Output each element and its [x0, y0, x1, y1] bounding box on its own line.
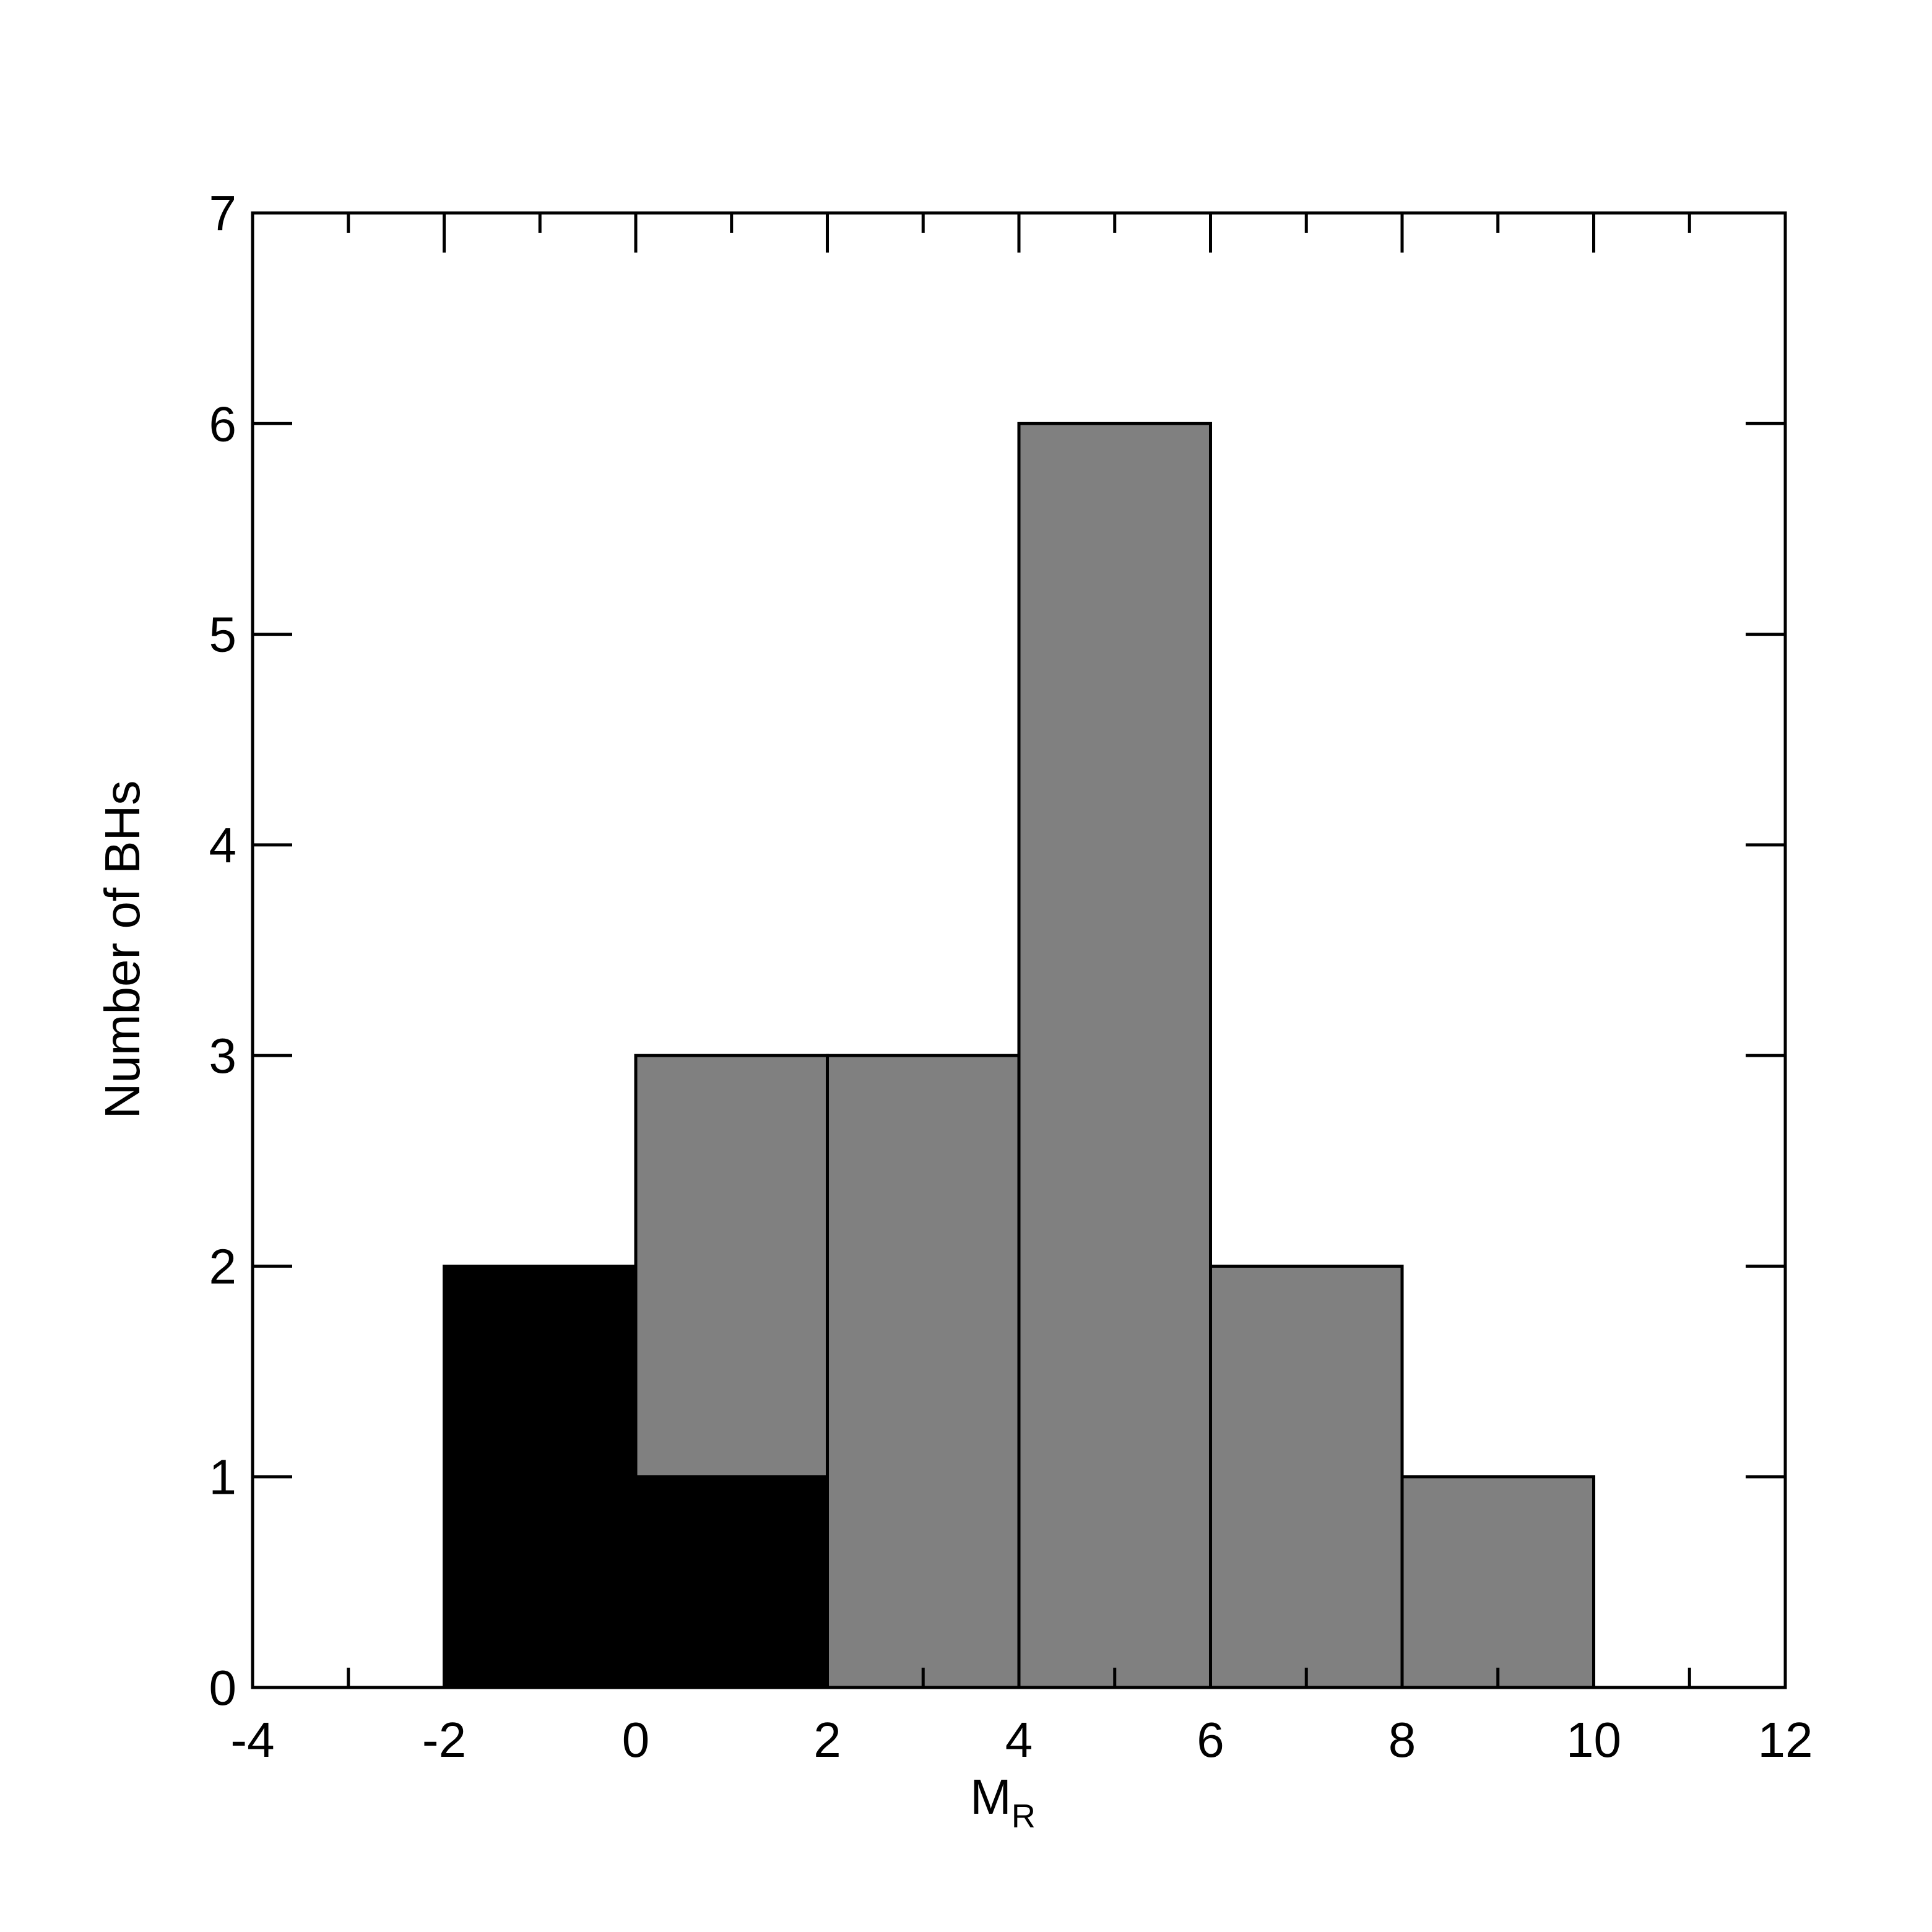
bar — [826, 1054, 1021, 1689]
x-tick-label: 4 — [1005, 1712, 1033, 1767]
x-tick-label: -4 — [230, 1712, 274, 1767]
x-tick-label: -2 — [422, 1712, 466, 1767]
bar — [634, 1475, 829, 1689]
bar — [634, 1054, 829, 1479]
x-label-subscript: R — [1011, 1798, 1036, 1835]
y-tick-label: 2 — [209, 1239, 237, 1294]
y-tick-label: 6 — [209, 396, 237, 451]
bar — [1017, 422, 1212, 1689]
x-tick-label: 10 — [1566, 1712, 1621, 1767]
bar — [443, 1264, 638, 1689]
y-tick-label: 5 — [209, 607, 237, 662]
y-tick-label: 0 — [209, 1660, 237, 1715]
x-axis-label: MR — [970, 1769, 1036, 1835]
x-tick-label: 2 — [813, 1712, 841, 1767]
x-tick-label: 6 — [1197, 1712, 1224, 1767]
y-tick-label: 4 — [209, 818, 237, 873]
bar — [1209, 1264, 1404, 1689]
y-axis-label: Number of BHs — [95, 781, 150, 1119]
y-tick-label: 1 — [209, 1450, 237, 1505]
bar — [1400, 1475, 1595, 1689]
x-tick-label: 8 — [1388, 1712, 1416, 1767]
y-tick-label: 3 — [209, 1028, 237, 1083]
x-label-main: M — [970, 1769, 1011, 1824]
y-tick-label: 7 — [209, 186, 237, 241]
x-tick-label: 12 — [1758, 1712, 1813, 1767]
x-tick-label: 0 — [622, 1712, 650, 1767]
